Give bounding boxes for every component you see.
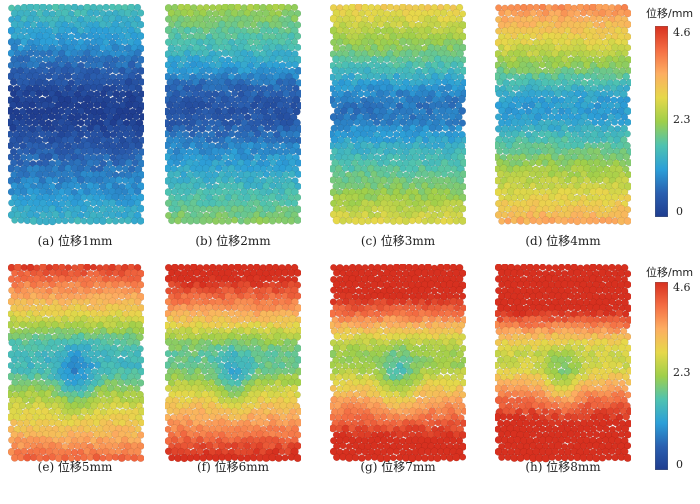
colorbar-bottom-tick-min: 0 (676, 458, 683, 471)
colorbar-bottom-gradient (654, 281, 669, 471)
particle-field-g (330, 264, 466, 463)
colorbar-bottom (654, 281, 669, 471)
colorbar-top-tick-mid: 2.3 (673, 113, 691, 126)
caption-f: (f) 位移6mm (196, 460, 269, 474)
panel-e (8, 264, 144, 464)
particle-field-e (8, 264, 144, 463)
caption-a: (a) 位移1mm (37, 234, 113, 248)
colorbar-top-gradient (654, 25, 669, 218)
panel-c (330, 4, 466, 226)
panel-b (165, 4, 301, 226)
colorbar-top (654, 25, 669, 218)
colorbar-top-tick-min: 0 (676, 205, 683, 218)
particle-field-d (495, 4, 631, 226)
particle-field-c (330, 4, 466, 226)
panel-h (495, 264, 631, 464)
particle-field-b (165, 4, 301, 225)
panel-a (8, 4, 144, 226)
particle-field-a (8, 4, 144, 226)
panel-d (495, 4, 631, 226)
colorbar-top-title: 位移/mm (646, 7, 694, 20)
caption-e: (e) 位移5mm (37, 460, 113, 474)
caption-b: (b) 位移2mm (195, 234, 271, 248)
colorbar-bottom-tick-max: 4.6 (673, 281, 691, 294)
caption-c: (c) 位移3mm (360, 234, 436, 248)
particle-field-f (165, 264, 301, 463)
panel-f (165, 264, 301, 464)
panel-g (330, 264, 466, 464)
caption-h: (h) 位移8mm (525, 460, 601, 474)
colorbar-bottom-tick-mid: 2.3 (673, 366, 691, 379)
colorbar-top-tick-max: 4.6 (673, 26, 691, 39)
particle-field-h (495, 264, 631, 463)
caption-d: (d) 位移4mm (525, 234, 601, 248)
colorbar-bottom-title: 位移/mm (646, 266, 694, 279)
caption-g: (g) 位移7mm (360, 460, 436, 474)
